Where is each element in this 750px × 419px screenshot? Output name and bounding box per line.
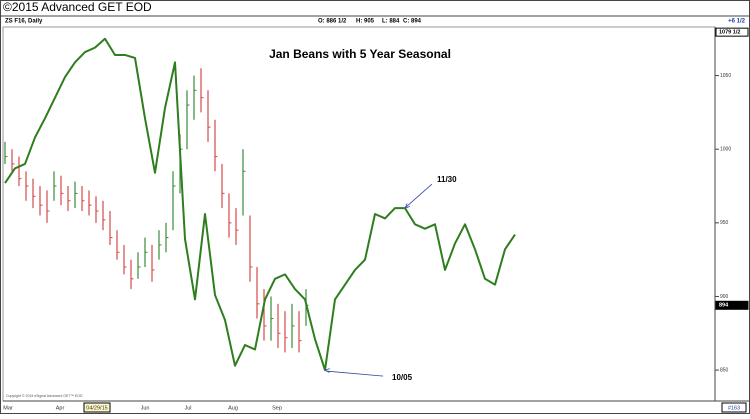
x-tick-label: Aug [228, 405, 238, 411]
seasonal-line [4, 37, 516, 372]
price-marker-label: 1079 1/2 [719, 30, 740, 36]
price-marker-box [715, 27, 749, 37]
y-tick-label: 950 [720, 220, 729, 226]
arrow-head [324, 368, 330, 373]
quote-low: L: 884 [382, 19, 400, 25]
symbol: ZS F16, Daily [5, 19, 43, 25]
y-tick-label: 900 [720, 294, 729, 300]
annotation: 10/05 [392, 373, 413, 382]
annotation-arrow [325, 370, 384, 377]
x-tick-label: Mar [3, 405, 13, 411]
x-tick-label: 04/29/15 [86, 405, 107, 411]
y-tick-label: 1000 [720, 147, 731, 153]
x-tick-label: Sep [272, 405, 282, 411]
quote-high: H: 905 [356, 19, 375, 25]
y-tick-label: 1050 [720, 73, 731, 79]
quote-open: O: 886 1/2 [318, 19, 347, 25]
x-tick-label: Apr [56, 405, 65, 411]
change: +6 1/2 [728, 19, 746, 25]
quote-close: C: 894 [403, 19, 422, 25]
price-marker-box [715, 300, 749, 310]
annotation-arrow [405, 183, 433, 208]
arrow-head [404, 203, 410, 209]
header-title: ©2015 Advanced GET EOD [3, 0, 152, 14]
x-tick-label: Jul [184, 405, 191, 411]
copyright: Copyright © 2015 eSignal Advanced GET™ E… [6, 394, 83, 398]
bar-count-box [721, 402, 747, 413]
bar-count: #163 [728, 405, 740, 411]
date-box [83, 402, 111, 413]
price-marker-label: 894 [719, 303, 729, 309]
chart-title: Jan Beans with 5 Year Seasonal [269, 47, 451, 61]
y-tick-label: 850 [720, 367, 729, 373]
annotation: 11/30 [437, 175, 457, 184]
x-tick-label: Jun [141, 405, 150, 411]
